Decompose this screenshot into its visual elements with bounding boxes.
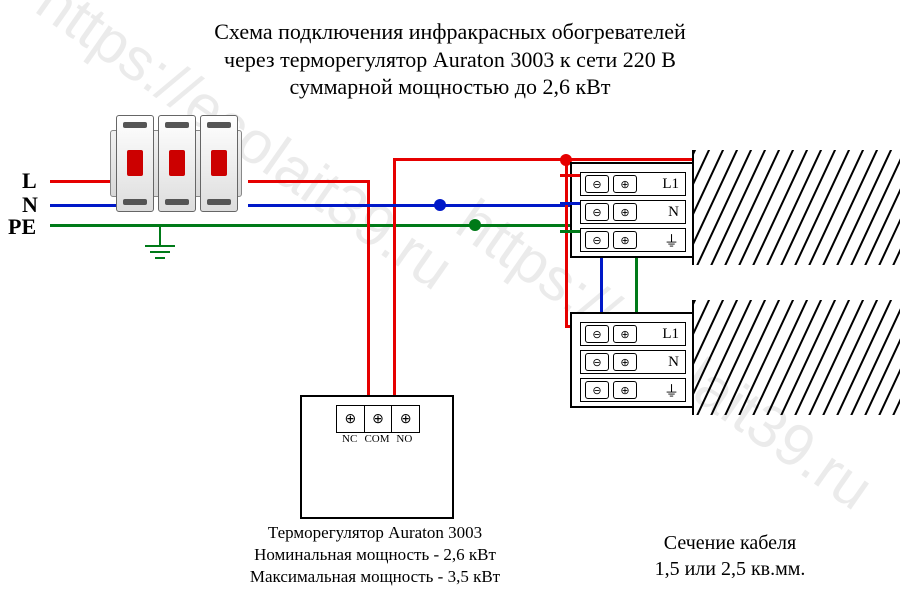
diagram-title: Схема подключения инфракрасных обогреват…	[0, 18, 900, 101]
h1-N: N	[668, 204, 679, 221]
thermostat-terminal-nc: ⊕	[337, 406, 365, 432]
junction-PE-1	[469, 219, 481, 231]
h1-PE: ⏚	[664, 230, 679, 251]
cable-note: Сечение кабеля 1,5 или 2,5 кв.мм.	[590, 530, 870, 582]
thermo-cap-1: Терморегулятор Auraton 3003	[268, 523, 482, 542]
thermostat-terminal-no: ⊕	[392, 406, 419, 432]
thermo-lbl-com: COM	[363, 433, 390, 445]
thermostat-terminal-com: ⊕	[365, 406, 393, 432]
h1-L1: L1	[662, 176, 679, 193]
thermo-cap-3: Максимальная мощность - 3,5 кВт	[250, 567, 500, 586]
stub-h1-PE	[560, 230, 580, 233]
wire-L-out	[248, 180, 370, 183]
heater-2-body	[692, 300, 900, 415]
h2-L1: L1	[662, 326, 679, 343]
label-PE: PE	[8, 214, 36, 240]
wire-NO-up	[393, 158, 396, 400]
stub-h1-L	[560, 174, 580, 177]
thermo-lbl-no: NO	[391, 433, 418, 445]
h2-N: N	[668, 354, 679, 371]
heater-2: ⊖⊕L1 ⊖⊕N ⊖⊕⏚	[570, 300, 900, 415]
title-line-1: Схема подключения инфракрасных обогреват…	[214, 19, 686, 44]
thermostat-caption: Терморегулятор Auraton 3003 Номинальная …	[230, 522, 520, 588]
title-line-3: суммарной мощностью до 2,6 кВт	[290, 74, 611, 99]
wire-L-to-COM	[367, 180, 370, 400]
thermo-cap-2: Номинальная мощность - 2,6 кВт	[254, 545, 496, 564]
heater-1: ⊖⊕L1 ⊖⊕N ⊖⊕⏚	[570, 150, 900, 265]
cable-note-1: Сечение кабеля	[664, 532, 796, 554]
label-L: L	[22, 168, 37, 194]
thermo-lbl-nc: NC	[336, 433, 363, 445]
stub-h1-N	[560, 202, 580, 205]
thermostat: ⊕ ⊕ ⊕ NC COM NO	[300, 395, 454, 519]
cable-note-2: 1,5 или 2,5 кв.мм.	[655, 558, 806, 580]
junction-N-1	[434, 199, 446, 211]
title-line-2: через терморегулятор Auraton 3003 к сети…	[224, 47, 676, 72]
h2-PE: ⏚	[664, 380, 679, 401]
heater-1-body	[692, 150, 900, 265]
wire-L-h2-v	[565, 158, 568, 328]
circuit-breaker	[110, 115, 250, 205]
